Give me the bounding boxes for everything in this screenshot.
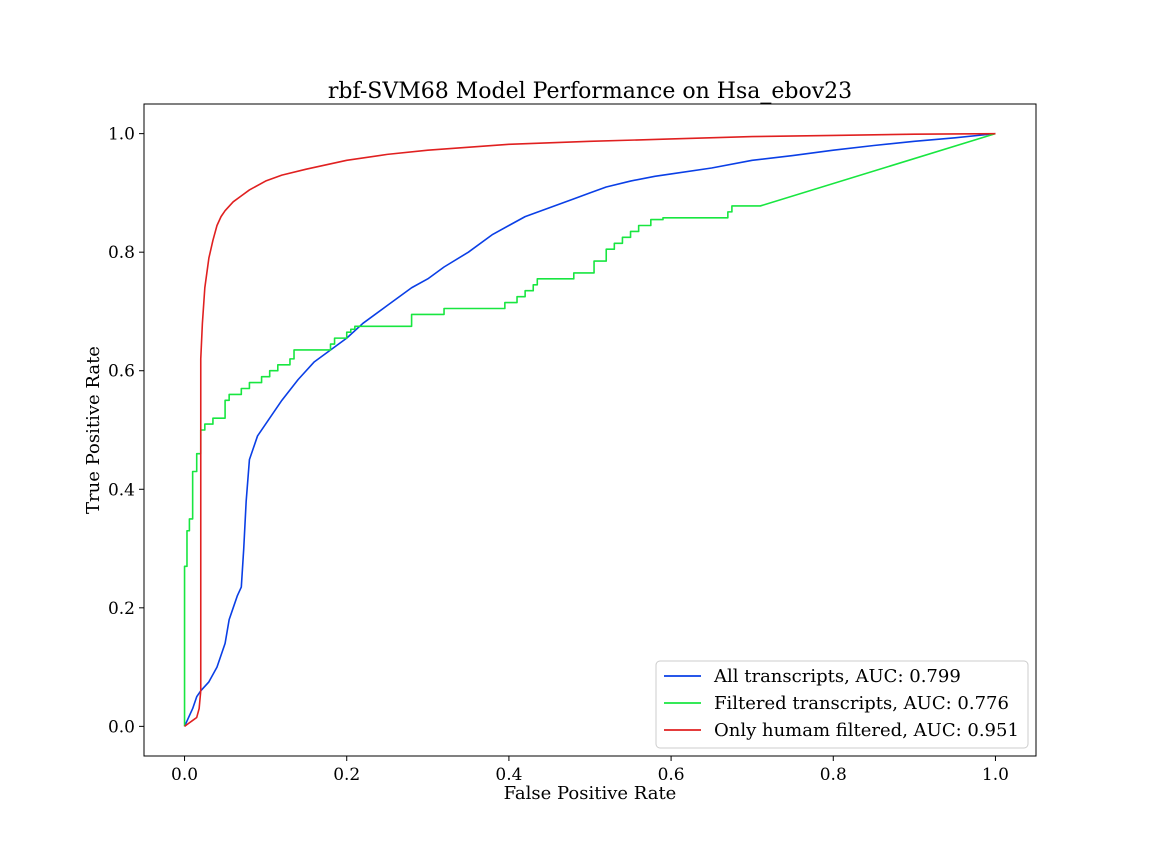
axes-frame — [143, 103, 1037, 757]
y-axis-ticks: 0.0 0.2 0.4 0.6 0.8 1.0 — [108, 125, 144, 737]
x-tick-label: 0.8 — [820, 765, 847, 785]
y-tick-label: 0.8 — [108, 243, 135, 263]
x-axis-label: False Positive Rate — [504, 783, 677, 804]
x-tick-label: 0.0 — [171, 765, 198, 785]
legend-label-1: All transcripts, AUC: 0.799 — [713, 666, 961, 687]
x-axis-ticks: 0.0 0.2 0.4 0.6 0.8 1.0 — [171, 756, 1009, 785]
legend-entries: All transcripts, AUC: 0.799 Filtered tran… — [664, 666, 1019, 741]
series-line-3 — [184, 132, 996, 728]
series-line-1 — [183, 132, 996, 727]
legend-box — [655, 660, 1029, 749]
y-tick-label: 0.0 — [108, 717, 135, 737]
y-tick-label: 0.2 — [108, 599, 135, 619]
legend: All transcripts, AUC: 0.799 Filtered tran… — [655, 660, 1029, 749]
y-axis-label: True Positive Rate — [83, 346, 104, 514]
series-line-2 — [183, 132, 996, 727]
x-tick-label: 1.0 — [982, 765, 1009, 785]
y-tick-label: 1.0 — [108, 125, 135, 145]
legend-label-3: Only humam filtered, AUC: 0.951 — [714, 720, 1019, 741]
y-tick-label: 0.6 — [108, 362, 135, 382]
x-tick-label: 0.2 — [333, 765, 360, 785]
x-tick-label: 0.4 — [495, 765, 522, 785]
y-tick-label: 0.4 — [108, 480, 135, 500]
series-layer — [183, 132, 996, 728]
chart-title: rbf-SVM68 Model Performance on Hsa_ebov2… — [328, 79, 852, 104]
x-tick-label: 0.6 — [658, 765, 685, 785]
legend-label-2: Filtered transcripts, AUC: 0.776 — [714, 693, 1009, 714]
